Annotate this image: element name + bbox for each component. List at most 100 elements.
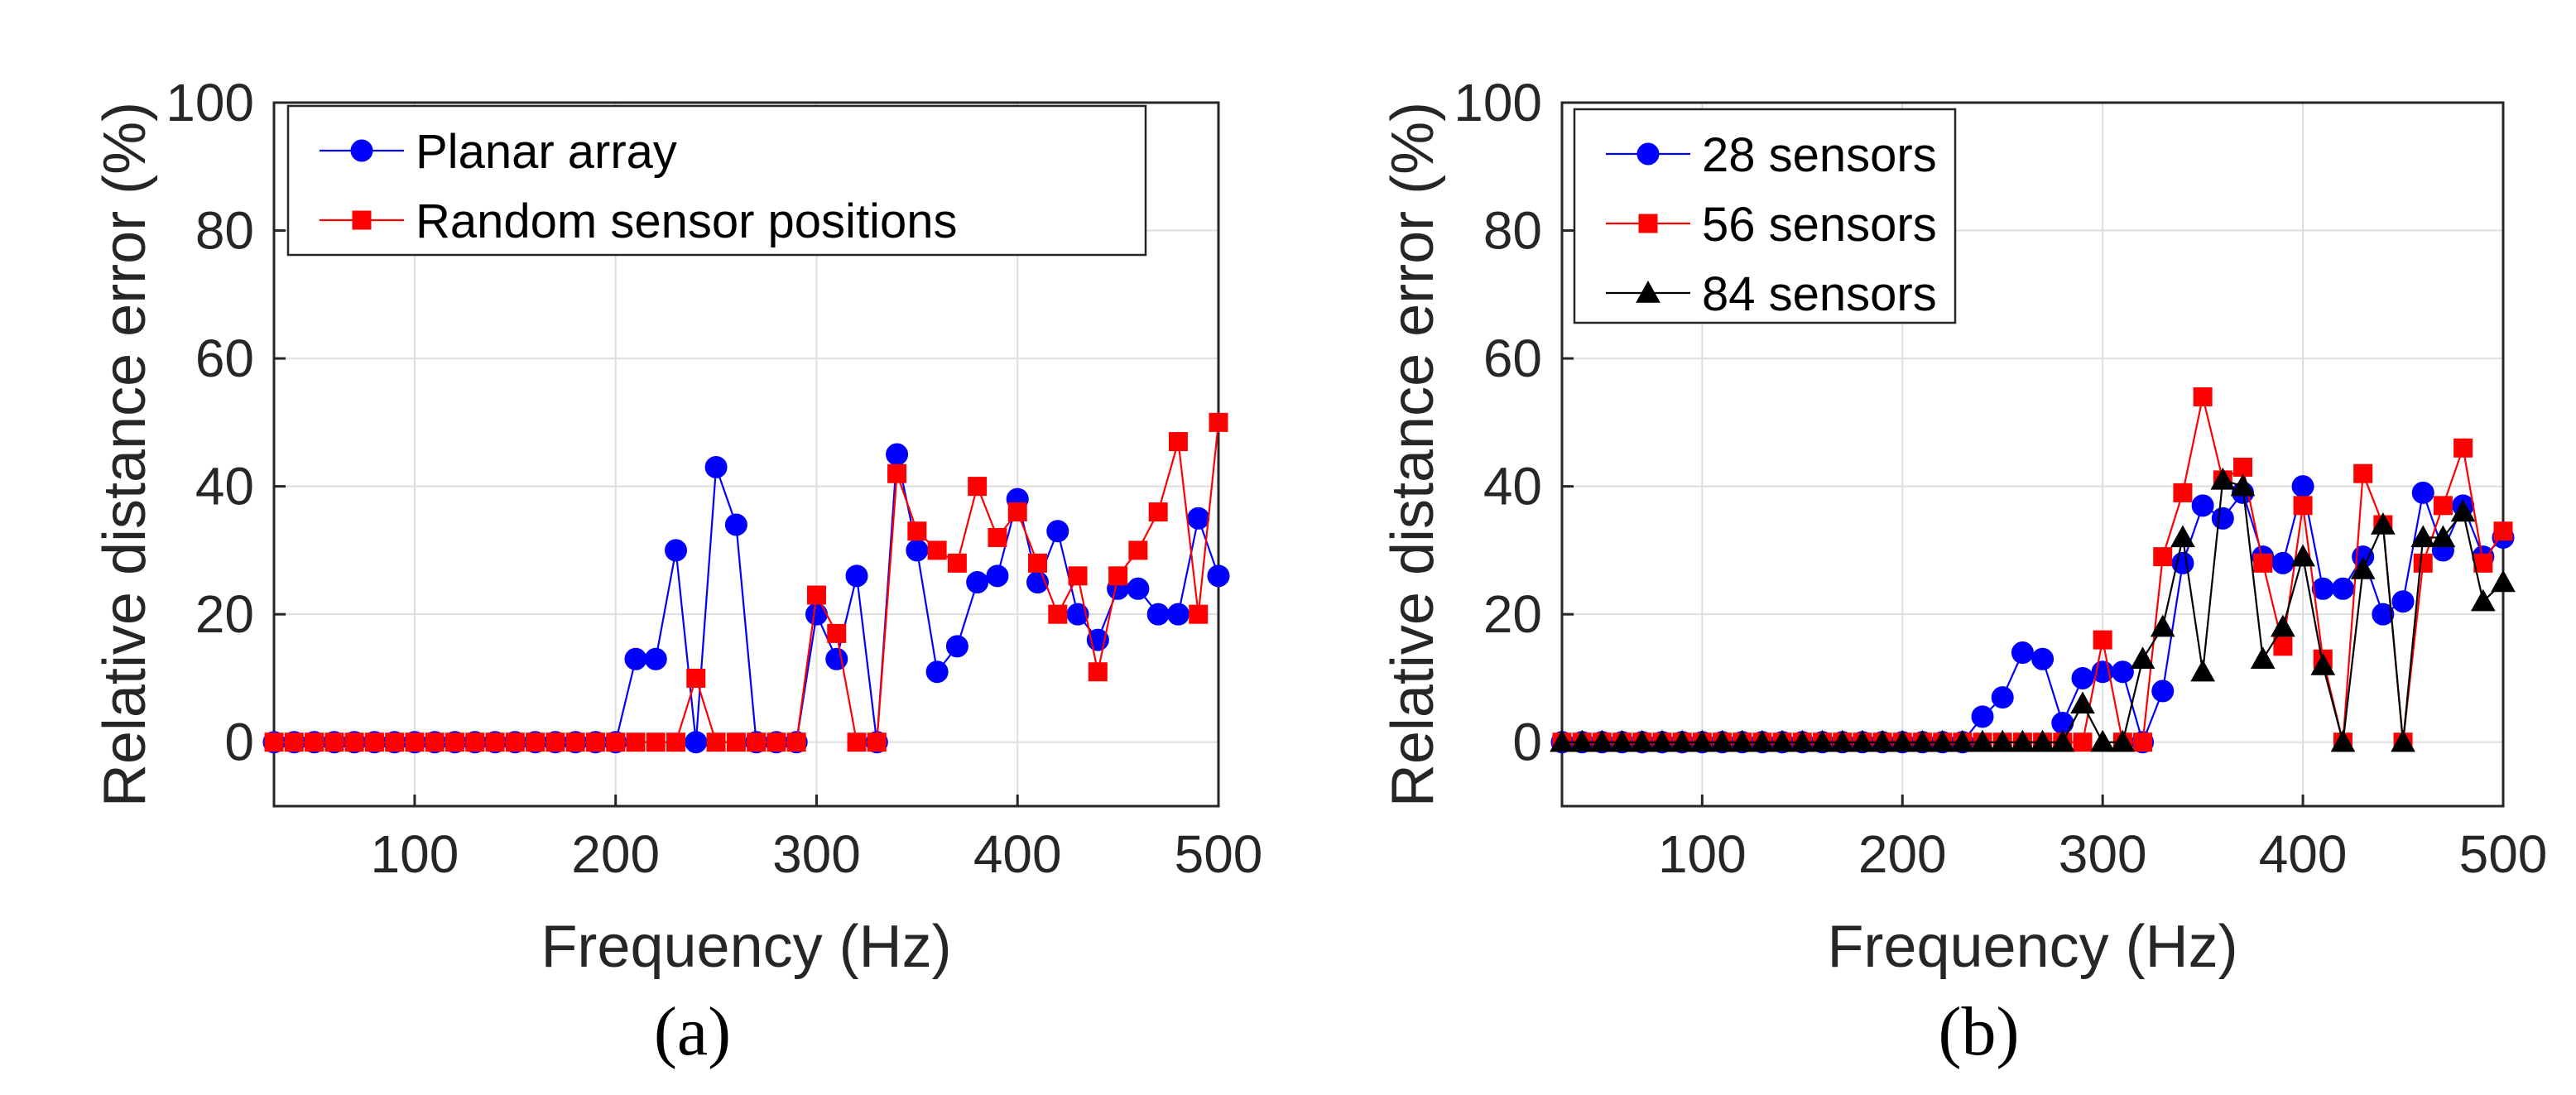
data-point [825, 647, 848, 670]
data-point [2371, 511, 2396, 535]
data-point [2153, 547, 2173, 567]
data-point [907, 521, 927, 541]
data-point [1068, 566, 1088, 586]
data-point [724, 513, 747, 536]
x-tick-label: 300 [2059, 824, 2147, 884]
data-point [606, 732, 626, 752]
data-point [704, 455, 728, 478]
data-point [2372, 603, 2395, 626]
axes-box [272, 101, 1220, 808]
y-axis-label: Relative distance error (%) [92, 102, 158, 807]
data-point [2233, 457, 2253, 477]
data-point [1609, 729, 1635, 752]
legend-marker [1636, 280, 1660, 303]
x-tick-label: 300 [772, 824, 861, 884]
y-tick-label: 0 [224, 713, 254, 772]
legend-entry-label: 56 sensors [1702, 198, 1937, 252]
data-point [2151, 680, 2175, 703]
data-point [1088, 662, 1108, 682]
data-point [2271, 551, 2295, 574]
data-point [1207, 564, 1230, 588]
data-point [665, 539, 688, 562]
legend-marker [350, 139, 373, 162]
data-point [1187, 507, 1210, 530]
data-point [2150, 614, 2175, 637]
data-point [2493, 521, 2513, 541]
data-point [1930, 729, 1955, 752]
data-point [1770, 729, 1795, 752]
x-tick-label: 200 [571, 824, 660, 884]
data-point [2310, 652, 2336, 675]
data-point [2391, 590, 2415, 613]
data-point [2010, 729, 2035, 752]
data-point [945, 635, 968, 658]
y-tick-label: 60 [195, 329, 254, 388]
y-tick-label: 40 [1483, 457, 1542, 516]
data-point [2210, 467, 2236, 490]
data-point [1850, 729, 1875, 752]
legend-box [286, 104, 1147, 257]
data-point [1971, 705, 1994, 728]
data-point [1108, 566, 1128, 586]
x-tick-label: 200 [1858, 824, 1947, 884]
data-point [2111, 660, 2134, 684]
x-tick-label: 500 [1175, 824, 1263, 884]
data-point [1048, 604, 1068, 624]
x-axis-label: Frequency (Hz) [1827, 914, 2237, 980]
data-point [2290, 544, 2315, 567]
data-point [425, 732, 445, 752]
data-point [1809, 729, 1835, 752]
data-point [847, 732, 867, 752]
data-point [405, 732, 425, 752]
data-point [2453, 438, 2473, 458]
data-point [2110, 729, 2136, 752]
y-tick-label: 20 [1483, 584, 1542, 644]
data-point [2093, 630, 2112, 650]
legend-entry-label: 28 sensors [1702, 128, 1937, 182]
legend: Planar array Random sensor positions [286, 104, 1147, 257]
data-point [646, 732, 666, 752]
data-point [1870, 729, 1895, 752]
data-point [344, 732, 364, 752]
y-tick-label: 0 [1512, 713, 1542, 772]
x-tick-label: 400 [973, 824, 1062, 884]
data-point [2230, 473, 2256, 497]
data-point [1166, 603, 1189, 626]
data-point [2070, 691, 2095, 714]
data-point [867, 732, 887, 752]
data-point [1189, 604, 1209, 624]
data-point [1650, 729, 1675, 752]
data-point [706, 732, 726, 752]
data-point [947, 553, 967, 573]
data-point [2050, 729, 2075, 752]
data-point [1127, 577, 1150, 600]
data-point [1670, 729, 1694, 752]
data-point [284, 732, 304, 752]
data-point [686, 668, 706, 688]
data-point [968, 477, 988, 497]
data-point [1589, 729, 1615, 752]
data-point [2430, 525, 2456, 548]
data-point [2411, 481, 2434, 504]
data-point [2491, 569, 2516, 593]
data-point [927, 540, 947, 560]
y-tick-label: 80 [1483, 201, 1542, 261]
data-point [2253, 553, 2273, 573]
legend-marker [352, 210, 372, 230]
series-84-sensors [1550, 467, 2516, 752]
data-point [1007, 502, 1027, 522]
data-point [1949, 729, 1975, 752]
data-point [1991, 686, 2014, 709]
data-point [364, 732, 384, 752]
data-point [2173, 483, 2193, 502]
data-point [786, 732, 806, 752]
data-point [2271, 614, 2295, 637]
data-point [887, 463, 907, 483]
y-axis-label: Relative distance error (%) [1380, 102, 1446, 807]
legend-entry-label: 84 sensors [1702, 267, 1937, 321]
data-point [747, 732, 767, 752]
data-point [2330, 729, 2356, 752]
chart-a: 100 200 300 400 500 0 20 40 60 80 100 Frequency (Hz… [92, 73, 1262, 1070]
data-point [485, 732, 505, 752]
